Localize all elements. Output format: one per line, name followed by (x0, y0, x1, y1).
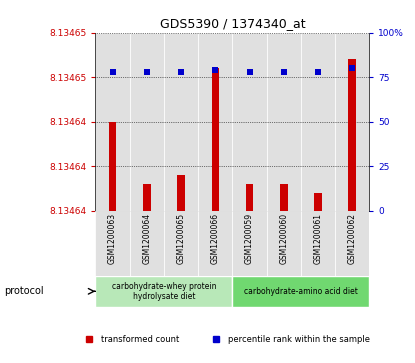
Bar (246, 184, 253, 211)
Bar (109, 122, 116, 211)
Bar (301, 211, 335, 276)
Bar (349, 60, 356, 211)
Bar (143, 184, 151, 211)
Bar (212, 68, 219, 211)
Bar (301, 33, 335, 211)
Title: GDS5390 / 1374340_at: GDS5390 / 1374340_at (160, 17, 305, 30)
Bar (267, 33, 301, 211)
Bar (314, 193, 322, 211)
Bar (198, 211, 232, 276)
Bar (95, 276, 232, 307)
Bar (95, 211, 130, 276)
Text: GSM1200063: GSM1200063 (108, 212, 117, 264)
Text: percentile rank within the sample: percentile rank within the sample (228, 335, 370, 343)
Bar (232, 33, 267, 211)
Bar (280, 184, 288, 211)
Text: GSM1200060: GSM1200060 (279, 212, 288, 264)
Text: GSM1200061: GSM1200061 (313, 212, 322, 264)
Text: GSM1200059: GSM1200059 (245, 212, 254, 264)
Text: carbohydrate-amino acid diet: carbohydrate-amino acid diet (244, 287, 358, 296)
Bar (95, 33, 130, 211)
Text: protocol: protocol (4, 286, 44, 296)
Bar (130, 33, 164, 211)
Bar (198, 33, 232, 211)
Text: carbohydrate-whey protein
hydrolysate diet: carbohydrate-whey protein hydrolysate di… (112, 282, 216, 301)
Bar (130, 211, 164, 276)
Text: GSM1200062: GSM1200062 (348, 212, 357, 264)
Text: transformed count: transformed count (101, 335, 179, 343)
Text: GSM1200065: GSM1200065 (176, 212, 186, 264)
Text: GSM1200064: GSM1200064 (142, 212, 151, 264)
Bar (232, 276, 369, 307)
Bar (267, 211, 301, 276)
Bar (164, 211, 198, 276)
Bar (177, 175, 185, 211)
Text: GSM1200066: GSM1200066 (211, 212, 220, 264)
Bar (164, 33, 198, 211)
Bar (335, 33, 369, 211)
Bar (232, 211, 267, 276)
Bar (335, 211, 369, 276)
